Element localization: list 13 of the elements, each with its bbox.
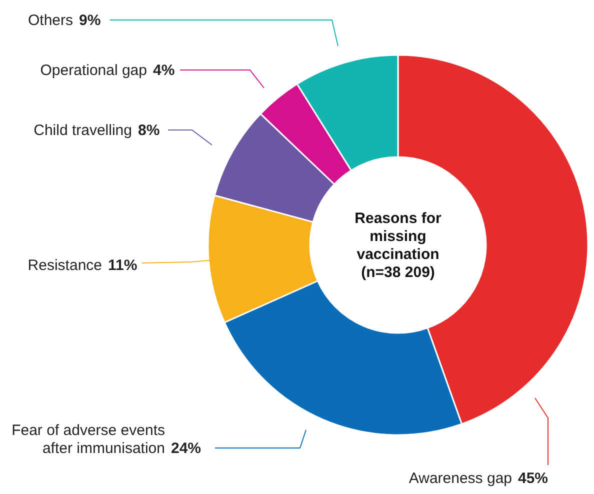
slice-label: Fear of adverse events after immunisation [12,422,165,457]
slice-label: Operational gap [40,62,147,79]
data-label: 24% [171,440,202,457]
slice-label: Awareness gap [408,470,512,487]
slice-label: Child travelling [34,122,132,139]
data-label: 45% [518,470,548,487]
data-label: 11% [108,257,138,274]
data-label: 4% [153,62,175,79]
data-label: 9% [79,12,101,29]
data-label: 8% [138,122,160,139]
slice-label: Others [28,12,73,29]
slice-label: Resistance [28,257,102,274]
text: Reasons for missing vaccination (n=38 209) [354,210,442,281]
